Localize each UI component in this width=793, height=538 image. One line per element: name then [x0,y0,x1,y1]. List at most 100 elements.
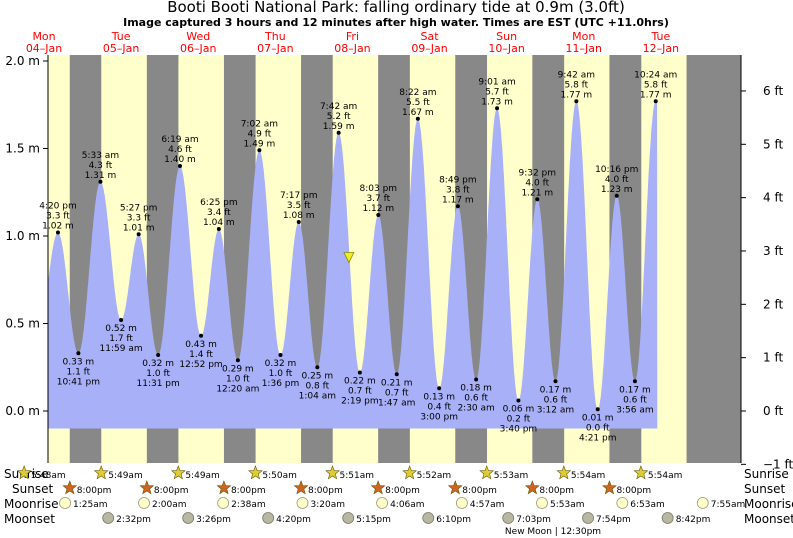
tide-height-m: 1.17 m [442,195,474,205]
tide-time: 5:33 am [82,151,119,161]
tide-time: 10:24 am [634,70,677,80]
tide-height-ft: 1.0 ft [226,374,250,384]
left-tick-label: 2.0 m [5,54,40,68]
tide-dot [336,130,341,135]
tide-height-m: 1.59 m [323,122,355,132]
moonrise-time: 4:06am [390,500,425,510]
moonrise-icon [138,497,150,509]
low-tide-marker: 0.06 m0.2 ft3:40 pm [500,398,538,435]
tide-time: 10:41 pm [57,377,100,387]
tide-time: 8:03 pm [360,184,398,194]
moonset-time: 3:26pm [196,515,231,525]
tide-time: 3:12 am [537,405,574,415]
tide-dot [535,197,540,202]
tide-dot [177,164,182,168]
tide-time: 7:42 am [320,102,357,112]
day-date-label: 05–Jan [103,42,139,55]
tide-height-ft: 4.0 ft [605,175,629,185]
sunrise-time: 5:53am [494,471,529,481]
tide-time: 1:36 pm [262,379,300,389]
low-tide-marker: 0.32 m1.0 ft1:36 pm [262,353,300,389]
high-tide-marker: 1.59 m5.2 ft7:42 am [320,102,357,135]
sunset-icon [139,480,155,495]
low-tide-marker: 0.01 m0.0 ft4:21 pm [579,407,617,443]
tide-height-m: 0.06 m [503,405,535,415]
tide-height-ft: 3.5 ft [287,201,311,211]
high-tide-marker: 1.12 m3.7 ft8:03 pm [360,184,398,217]
tide-height-m: 1.08 m [283,211,315,221]
moonset-time: 4:20pm [276,515,311,525]
moonset-time: 8:42pm [676,515,711,525]
tide-time: 4:21 pm [579,433,617,443]
sunrise-time: 5:54am [571,471,606,481]
low-tide-marker: 0.17 m0.6 ft3:12 am [537,379,574,415]
tide-height-m: 1.49 m [244,139,276,149]
tide-height-ft: 4.0 ft [525,178,549,188]
tide-dot [278,353,283,357]
moonrise-icon [296,497,309,509]
high-tide-marker: 1.67 m5.5 ft8:22 am [399,88,437,121]
moonset-icon [502,512,515,524]
tide-dot [357,370,362,375]
tide-height-ft: 0.2 ft [507,415,531,425]
sunrise-icon [479,465,495,480]
tide-height-m: 0.17 m [540,385,572,395]
high-tide-marker: 1.73 m5.7 ft9:01 am [478,77,516,111]
chart-subtitle: Image captured 3 hours and 12 minutes af… [123,16,669,29]
tide-height-ft: 4.9 ft [248,129,272,139]
tide-time: 9:01 am [478,77,515,87]
right-tick-label: 4 ft [763,191,783,205]
sunset-row-label: Sunset [12,482,53,496]
tide-height-ft: 0.4 ft [427,402,451,412]
left-tick-label: 0.0 m [5,404,40,418]
tide-dot [574,99,579,104]
sunrise-time: 5:49am [185,471,220,481]
tide-height-ft: 0.6 ft [544,395,568,405]
sunset-icon [370,480,386,495]
tide-time: 10:16 pm [595,165,638,175]
sunrise-time: 5:54am [648,471,683,481]
low-tide-marker: 0.25 m0.8 ft1:04 am [299,365,336,401]
tide-height-m: 1.40 m [164,155,196,165]
tide-height-m: 0.18 m [460,384,492,394]
sunrise-icon [402,465,418,480]
tide-height-ft: 5.5 ft [406,98,430,108]
high-tide-marker: 1.49 m4.9 ft7:02 am [241,119,278,153]
day-date-label: 04–Jan [26,42,62,55]
moonrise-row-label-right: Moonrise [744,497,793,511]
tide-dot [296,220,301,224]
right-axis: −1 ft 0 ft 1 ft 2 ft 3 ft 4 ft 5 ft 6 ft [741,84,793,471]
moonset-row-label: Moonset [4,512,55,526]
tide-height-m: 1.12 m [362,204,394,214]
tide-height-ft: 3.7 ft [366,194,390,204]
tide-time: 3:40 pm [500,425,538,435]
tide-dot [136,232,141,237]
tide-height-m: 0.01 m [582,413,614,423]
moonset-row-label-right: Moonset [744,512,793,526]
tide-height-m: 0.32 m [265,359,297,369]
tide-height-ft: 3.4 ft [207,208,231,218]
day-date-label: 10–Jan [488,42,524,55]
tide-height-m: 0.25 m [301,371,333,381]
right-tick-label: 5 ft [763,137,783,151]
sunrise-icon [247,465,263,480]
tide-height-ft: 0.7 ft [385,388,409,398]
tide-time: 8:49 pm [439,175,477,185]
tide-dot [98,179,103,184]
tide-height-m: 1.67 m [402,108,434,118]
sunset-time: 8:00pm [308,486,343,496]
sunset-time: 8:00pm [539,486,574,496]
moonset-icon [422,512,435,524]
sunrise-icon [93,465,109,480]
right-tick-label: 0 ft [763,404,783,418]
moonrise-time: 5:53am [550,500,585,510]
day-name-label: Sat [421,30,440,43]
tide-time: 4:20 pm [39,202,77,212]
tide-height-ft: 4.6 ft [168,145,192,155]
high-tide-marker: 1.21 m4.0 ft9:32 pm [518,168,556,202]
moonrise-time: 4:57am [470,500,505,510]
moonrise-time: 7:55am [711,500,746,510]
